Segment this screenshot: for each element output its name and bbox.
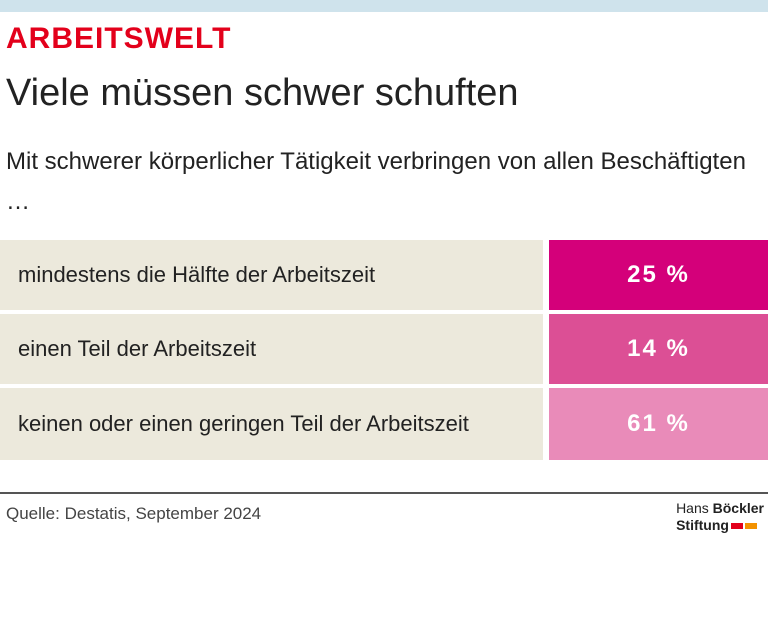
kicker: ARBEITSWELT bbox=[6, 22, 232, 55]
logo-bar bbox=[730, 523, 743, 530]
row-value: 25 % bbox=[549, 240, 768, 310]
row-label: keinen oder einen geringen Teil der Arbe… bbox=[0, 388, 543, 460]
row-label: mindestens die Hälfte der Arbeitszeit bbox=[0, 240, 543, 310]
logo-text: Hans bbox=[676, 500, 709, 516]
logo-text: Stiftung bbox=[676, 517, 729, 533]
row-value: 14 % bbox=[549, 314, 768, 384]
logo-text: Böckler bbox=[712, 500, 764, 516]
table-row: mindestens die Hälfte der Arbeitszeit 25 … bbox=[0, 240, 768, 310]
top-strip bbox=[0, 0, 768, 12]
rule bbox=[0, 492, 768, 494]
logo-line: Hans Böckler bbox=[676, 500, 764, 517]
row-label: einen Teil der Arbeitszeit bbox=[0, 314, 543, 384]
subtitle: Mit schwerer körperlicher Tätigkeit verb… bbox=[6, 148, 746, 215]
logo-line: Stiftung bbox=[676, 517, 764, 534]
logo: Hans Böckler Stiftung bbox=[676, 500, 764, 534]
table-row: einen Teil der Arbeitszeit 14 % bbox=[0, 314, 768, 384]
table-row: keinen oder einen geringen Teil der Arbe… bbox=[0, 388, 768, 460]
title: Viele müssen schwer schuften bbox=[6, 72, 519, 114]
source: Quelle: Destatis, September 2024 bbox=[6, 504, 262, 523]
row-value: 61 % bbox=[549, 388, 768, 460]
logo-bar bbox=[744, 523, 757, 530]
